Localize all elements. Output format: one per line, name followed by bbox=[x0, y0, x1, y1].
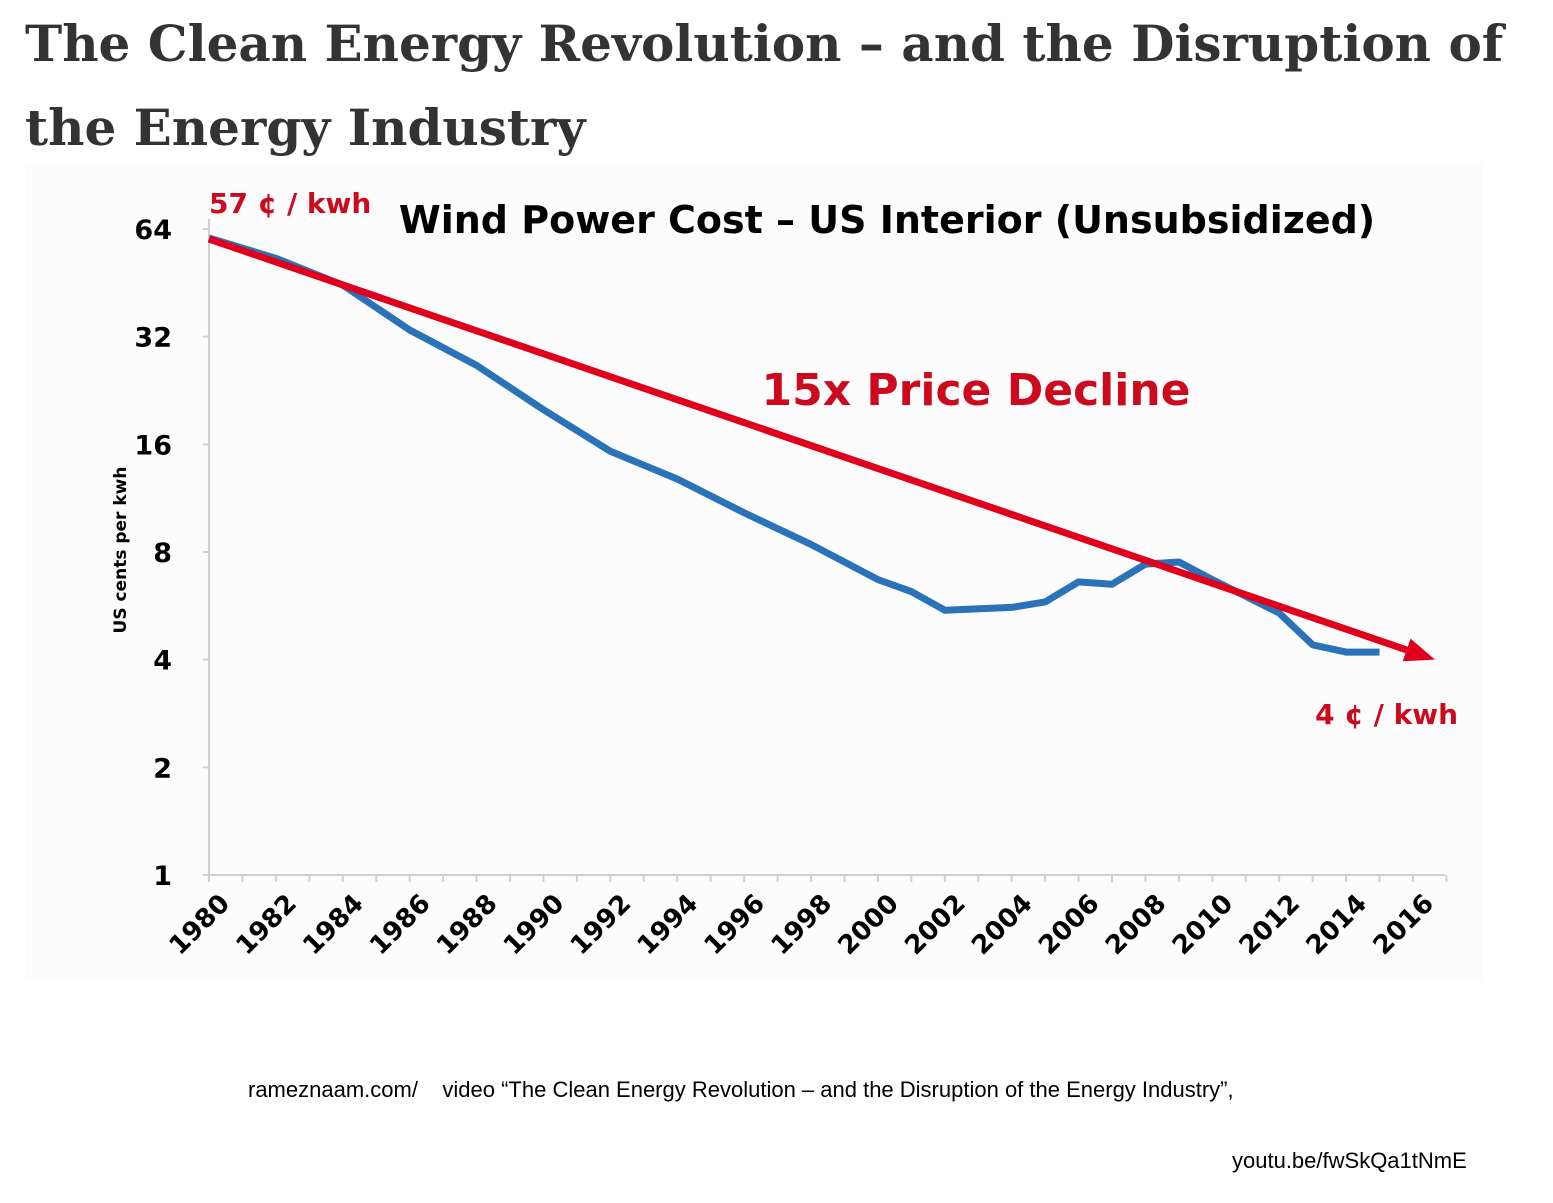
y-tick-label: 1 bbox=[153, 861, 172, 892]
chart-background bbox=[25, 163, 1483, 980]
y-tick-label: 16 bbox=[134, 430, 172, 461]
y-axis-label: US cents per kwh bbox=[111, 467, 131, 634]
page-title: The Clean Energy Revolution – and the Di… bbox=[25, 14, 1504, 157]
wind-cost-chart: 1248163264198019821984198619881990199219… bbox=[25, 163, 1483, 980]
decline-label: 15x Price Decline bbox=[762, 365, 1191, 416]
y-tick-label: 4 bbox=[153, 646, 172, 677]
start-label: 57 ¢ / kwh bbox=[209, 187, 371, 220]
source-caption: rameznaam.com/ video “The Clean Energy R… bbox=[248, 1077, 1234, 1102]
source-link[interactable]: youtu.be/fwSkQa1tNmE bbox=[1232, 1148, 1467, 1173]
y-tick-label: 2 bbox=[153, 753, 172, 784]
y-tick-label: 32 bbox=[134, 323, 172, 354]
y-tick-label: 8 bbox=[153, 538, 172, 569]
y-tick-label: 64 bbox=[134, 215, 172, 246]
chart-title: Wind Power Cost – US Interior (Unsubsidi… bbox=[399, 198, 1375, 242]
trend-arrow-line bbox=[207, 235, 1408, 654]
trend-arrow-head bbox=[1402, 638, 1435, 662]
end-label: 4 ¢ / kwh bbox=[1315, 698, 1458, 731]
